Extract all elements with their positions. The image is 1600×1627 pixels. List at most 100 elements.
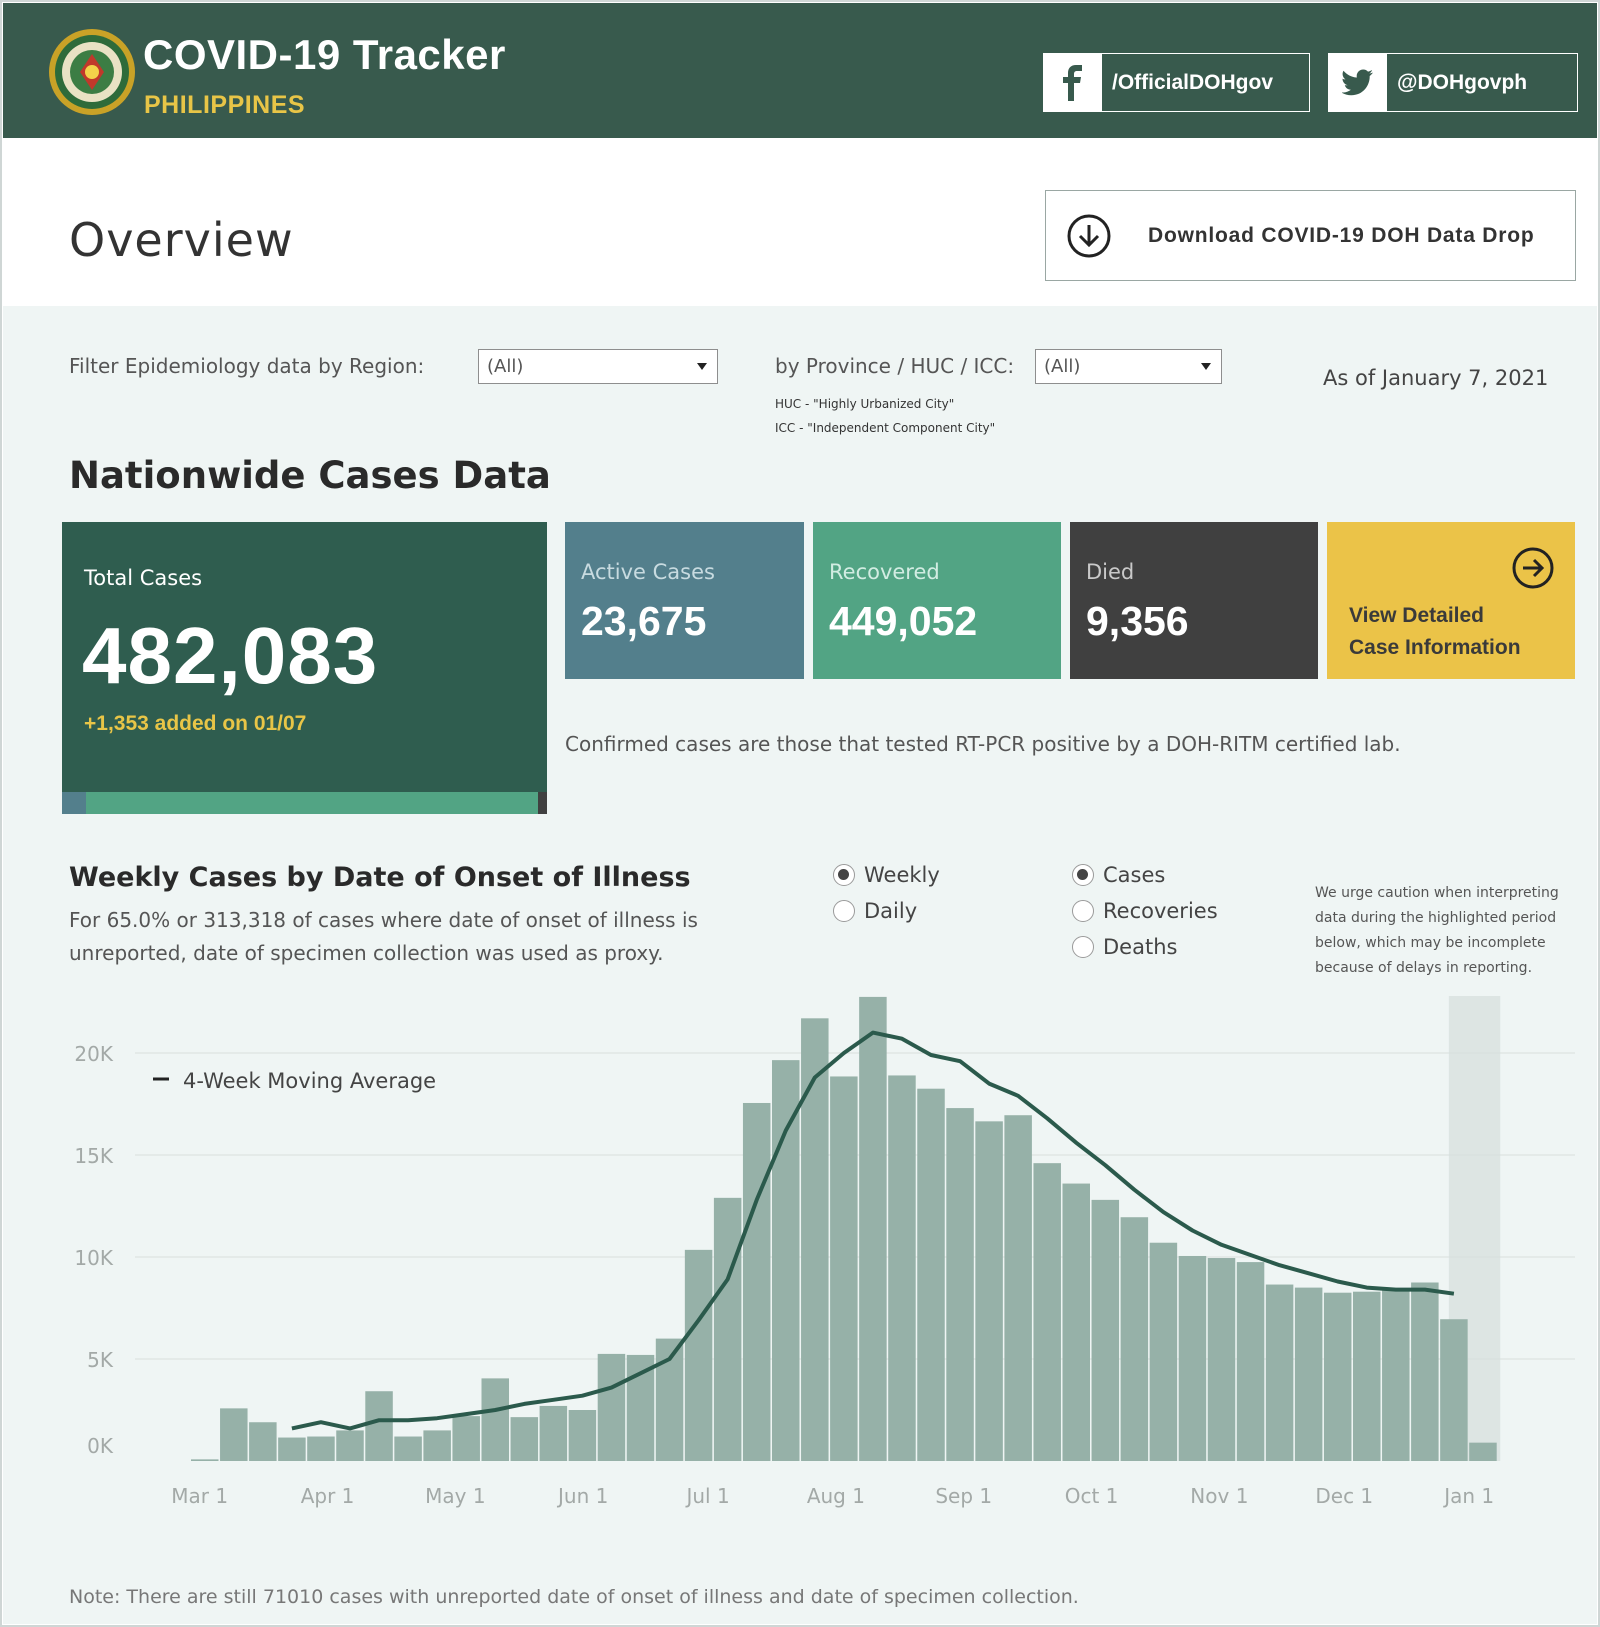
total-cases-added: +1,353 added on 01/07 <box>84 712 307 735</box>
y-tick-label: 10K <box>74 1246 113 1270</box>
bar <box>278 1437 306 1461</box>
view-detailed-line1: View Detailed <box>1349 604 1485 627</box>
province-filter-label: by Province / HUC / ICC: <box>775 354 1015 378</box>
twitter-icon <box>1329 54 1387 111</box>
bar <box>1004 1115 1032 1461</box>
chart-footnote: Note: There are still 71010 cases with u… <box>69 1586 1079 1608</box>
region-select[interactable]: (All) <box>478 349 718 384</box>
x-tick-label: Sep 1 <box>935 1484 992 1508</box>
bar <box>684 1249 713 1461</box>
total-cases-label: Total Cases <box>84 566 203 590</box>
bar <box>539 1405 568 1461</box>
view-detailed-label: View Detailed Case Information <box>1349 600 1521 664</box>
region-select-value: (All) <box>487 356 524 377</box>
moving-average-line <box>291 1030 1455 1431</box>
bar <box>1294 1287 1323 1461</box>
bar <box>1236 1262 1265 1461</box>
share-bar-recovered <box>85 792 538 814</box>
download-data-drop-button[interactable]: Download COVID-19 DOH Data Drop <box>1045 190 1576 281</box>
confirmed-cases-note: Confirmed cases are those that tested RT… <box>565 732 1401 756</box>
radio-daily[interactable]: Daily <box>833 899 917 923</box>
app-header: COVID-19 Tracker PHILIPPINES /OfficialDO… <box>3 3 1597 138</box>
total-cases-value: 482,083 <box>82 611 379 700</box>
radio-weekly[interactable]: Weekly <box>833 863 940 887</box>
bar <box>1323 1292 1352 1461</box>
x-tick-label: May 1 <box>425 1484 485 1508</box>
weekly-chart-title: Weekly Cases by Date of Onset of Illness <box>69 862 691 893</box>
bar <box>1149 1242 1178 1461</box>
bar <box>1062 1183 1090 1461</box>
died-card: Died 9,356 <box>1070 522 1318 679</box>
bar <box>597 1353 626 1461</box>
chevron-down-icon <box>697 363 707 370</box>
doh-seal-logo <box>49 29 135 115</box>
bar <box>713 1197 742 1461</box>
arrow-right-circle-icon <box>1512 547 1554 589</box>
download-icon <box>1067 214 1111 257</box>
share-bar-died <box>537 792 547 814</box>
bar <box>626 1354 655 1461</box>
radio-deaths-label: Deaths <box>1103 935 1178 959</box>
y-tick-label: 20K <box>74 1042 113 1066</box>
bar <box>1033 1163 1061 1461</box>
region-filter-label: Filter Epidemiology data by Region: <box>69 354 425 378</box>
radio-deaths-dot <box>1072 936 1094 958</box>
total-cases-card: Total Cases 482,083 +1,353 added on 01/0… <box>62 522 547 814</box>
x-tick-label: Nov 1 <box>1190 1484 1248 1508</box>
bar <box>510 1417 539 1461</box>
x-tick-label: Aug 1 <box>807 1484 865 1508</box>
bar <box>336 1430 364 1461</box>
bar <box>394 1436 422 1461</box>
active-cases-label: Active Cases <box>581 560 715 584</box>
radio-cases-label: Cases <box>1103 863 1166 887</box>
bar <box>481 1378 509 1461</box>
recovered-card: Recovered 449,052 <box>813 522 1061 679</box>
twitter-link[interactable]: @DOHgovph <box>1328 53 1578 112</box>
x-tick-label: Jan 1 <box>1442 1484 1494 1508</box>
bar <box>1207 1258 1236 1461</box>
bar <box>859 996 887 1461</box>
radio-weekly-dot <box>833 864 855 886</box>
bar <box>830 1076 858 1461</box>
bar <box>801 1018 829 1461</box>
radio-cases[interactable]: Cases <box>1072 863 1165 887</box>
radio-daily-label: Daily <box>864 899 918 923</box>
bar <box>1353 1291 1381 1461</box>
recovered-label: Recovered <box>829 560 940 584</box>
app-title: COVID-19 Tracker <box>143 31 506 78</box>
weekly-cases-chart: 0K 5K 10K 15K 20K 4-Week Moving Average Mar 1 A… <box>74 996 1575 1508</box>
x-tick-label: Jul 1 <box>684 1484 729 1508</box>
app-subtitle: PHILIPPINES <box>144 91 306 119</box>
radio-cases-dot <box>1072 864 1094 886</box>
province-select[interactable]: (All) <box>1035 349 1222 384</box>
radio-deaths[interactable]: Deaths <box>1072 935 1177 959</box>
x-tick-label: Dec 1 <box>1315 1484 1373 1508</box>
bar <box>917 1088 945 1461</box>
bar <box>307 1436 335 1461</box>
bar <box>1440 1319 1468 1461</box>
facebook-icon <box>1044 54 1102 111</box>
province-select-value: (All) <box>1044 356 1081 377</box>
facebook-link[interactable]: /OfficialDOHgov <box>1043 53 1310 112</box>
radio-recoveries[interactable]: Recoveries <box>1072 899 1218 923</box>
died-label: Died <box>1086 560 1135 584</box>
x-tick-label: Mar 1 <box>171 1484 228 1508</box>
bar <box>946 1108 974 1461</box>
share-bar-active <box>62 792 86 814</box>
chevron-down-icon <box>1201 363 1211 370</box>
bar <box>423 1430 451 1461</box>
main-content: Filter Epidemiology data by Region: (All… <box>3 306 1597 1624</box>
bar <box>568 1410 597 1461</box>
legend-label: 4-Week Moving Average <box>183 1069 436 1093</box>
bar <box>249 1422 277 1461</box>
radio-recoveries-dot <box>1072 900 1094 922</box>
bar <box>1120 1217 1149 1461</box>
caution-note: We urge caution when interpreting data d… <box>1315 885 1559 976</box>
as-of-date: As of January 7, 2021 <box>1323 366 1549 390</box>
bar <box>365 1391 393 1461</box>
radio-daily-dot <box>833 900 855 922</box>
x-tick-label: Oct 1 <box>1065 1484 1119 1508</box>
download-label: Download COVID-19 DOH Data Drop <box>1148 223 1535 247</box>
view-detailed-case-button[interactable]: View Detailed Case Information <box>1327 522 1575 679</box>
bar <box>772 1060 800 1461</box>
